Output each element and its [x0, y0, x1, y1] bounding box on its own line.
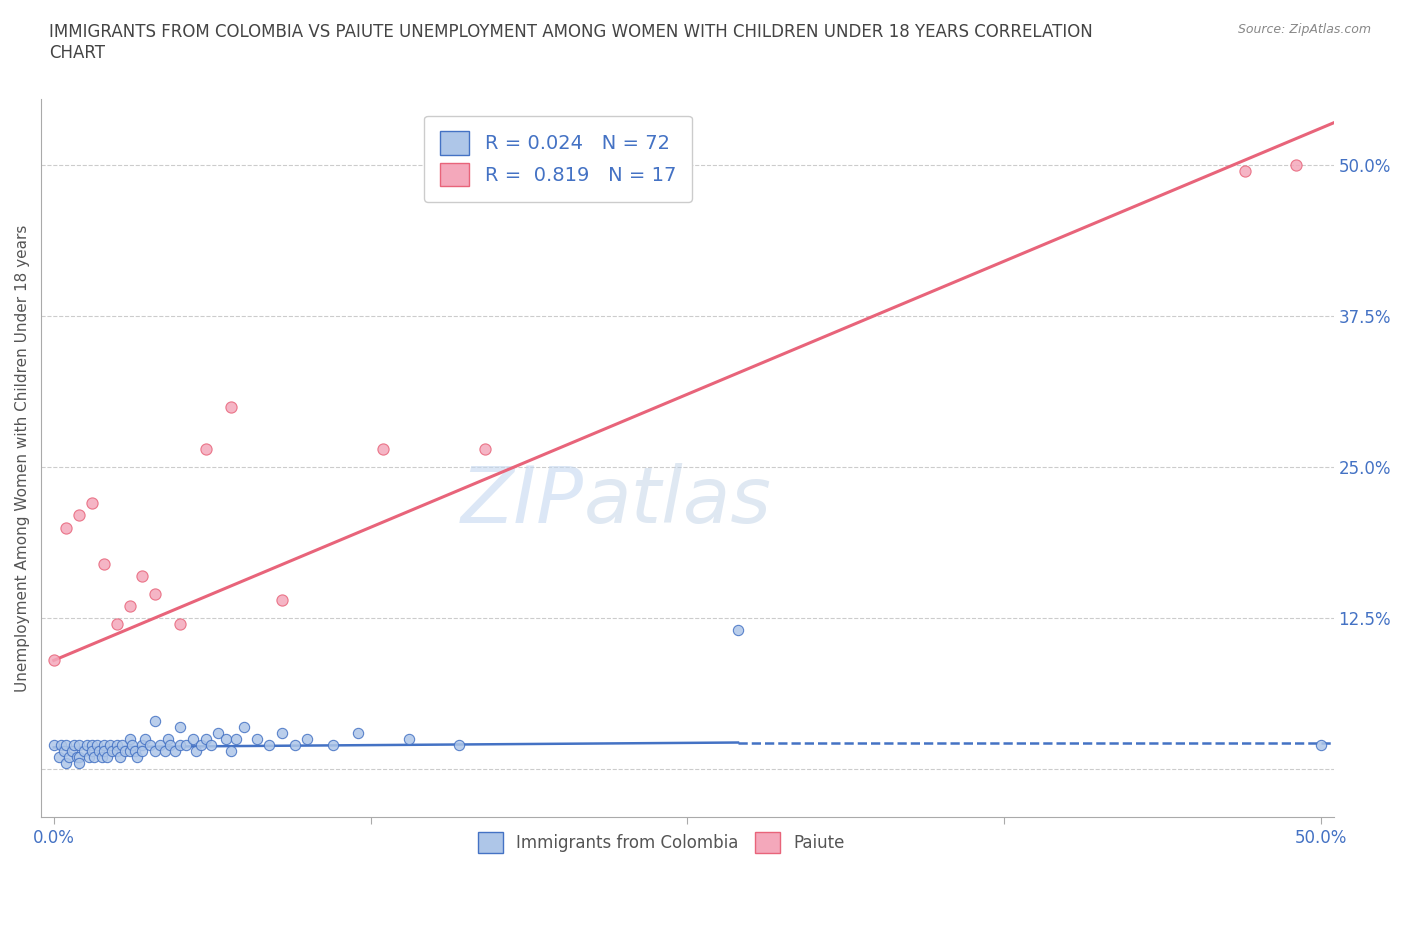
Point [127, 750, 149, 764]
Point [111, 737, 134, 752]
Point [169, 617, 191, 631]
Point [90, 750, 112, 764]
Point [134, 732, 156, 747]
Point [245, 732, 267, 747]
Point [215, 732, 238, 747]
Point [114, 743, 136, 758]
Point [159, 737, 181, 752]
Point [98, 737, 121, 752]
Point [143, 587, 166, 602]
Point [118, 732, 141, 747]
Point [1309, 737, 1331, 752]
Point [165, 743, 187, 758]
Point [219, 399, 242, 414]
Point [219, 743, 242, 758]
Point [121, 737, 143, 752]
Point [270, 592, 292, 607]
Point [55, 755, 77, 770]
Point [727, 623, 749, 638]
Point [58, 750, 80, 764]
Point [77, 750, 100, 764]
Point [124, 743, 146, 758]
Point [1233, 164, 1256, 179]
Point [73, 743, 96, 758]
Legend: Immigrants from Colombia, Paiute: Immigrants from Colombia, Paiute [471, 826, 852, 859]
Point [449, 737, 471, 752]
Point [174, 737, 197, 752]
Point [143, 743, 166, 758]
Point [373, 442, 395, 457]
Point [474, 442, 496, 457]
Point [149, 737, 172, 752]
Point [76, 737, 98, 752]
Point [184, 743, 207, 758]
Point [65, 750, 87, 764]
Point [131, 743, 153, 758]
Point [232, 720, 254, 735]
Point [105, 737, 128, 752]
Point [283, 737, 305, 752]
Point [398, 732, 420, 747]
Point [108, 750, 131, 764]
Point [118, 743, 141, 758]
Point [48, 750, 70, 764]
Point [143, 713, 166, 728]
Point [60, 743, 83, 758]
Point [139, 737, 162, 752]
Point [105, 743, 128, 758]
Point [257, 737, 280, 752]
Point [80, 496, 103, 511]
Point [93, 556, 115, 571]
Point [295, 732, 318, 747]
Text: atlas: atlas [583, 463, 772, 539]
Text: ZIP: ZIP [461, 463, 583, 539]
Point [42, 737, 65, 752]
Point [55, 737, 77, 752]
Point [194, 442, 217, 457]
Point [51, 737, 73, 752]
Point [181, 732, 204, 747]
Point [169, 720, 191, 735]
Point [200, 737, 222, 752]
Point [169, 737, 191, 752]
Point [225, 732, 247, 747]
Text: Source: ZipAtlas.com: Source: ZipAtlas.com [1237, 23, 1371, 36]
Point [156, 732, 179, 747]
Point [67, 755, 90, 770]
Point [67, 508, 90, 523]
Point [347, 725, 370, 740]
Point [83, 750, 105, 764]
Point [93, 743, 115, 758]
Point [131, 568, 153, 583]
Point [105, 617, 128, 631]
Point [55, 520, 77, 535]
Point [1284, 158, 1306, 173]
Point [67, 737, 90, 752]
Point [322, 737, 344, 752]
Point [80, 743, 103, 758]
Point [80, 737, 103, 752]
Point [207, 725, 229, 740]
Point [194, 732, 217, 747]
Point [101, 743, 124, 758]
Point [93, 737, 115, 752]
Point [270, 725, 292, 740]
Point [89, 743, 111, 758]
Point [86, 737, 108, 752]
Text: IMMIGRANTS FROM COLOMBIA VS PAIUTE UNEMPLOYMENT AMONG WOMEN WITH CHILDREN UNDER : IMMIGRANTS FROM COLOMBIA VS PAIUTE UNEMP… [49, 23, 1092, 62]
Point [131, 737, 153, 752]
Point [67, 750, 90, 764]
Point [190, 737, 212, 752]
Point [42, 653, 65, 668]
Point [155, 743, 177, 758]
Point [118, 599, 141, 614]
Point [63, 737, 86, 752]
Y-axis label: Unemployment Among Women with Children Under 18 years: Unemployment Among Women with Children U… [15, 224, 30, 692]
Point [96, 750, 118, 764]
Point [52, 743, 75, 758]
